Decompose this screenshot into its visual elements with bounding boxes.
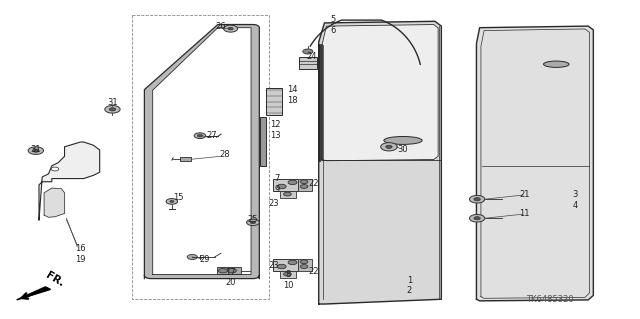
Bar	[280, 271, 296, 278]
Text: 28: 28	[219, 150, 230, 159]
Bar	[299, 57, 317, 69]
Bar	[266, 88, 282, 115]
Circle shape	[469, 196, 484, 203]
Circle shape	[246, 219, 259, 226]
Text: 17: 17	[225, 268, 236, 277]
Polygon shape	[322, 25, 438, 161]
Bar	[298, 179, 312, 191]
Polygon shape	[44, 188, 65, 217]
Text: 11: 11	[519, 209, 530, 218]
Text: 22: 22	[308, 267, 319, 276]
Circle shape	[474, 197, 480, 201]
Circle shape	[228, 27, 233, 30]
Polygon shape	[319, 21, 442, 304]
Circle shape	[250, 221, 255, 224]
Circle shape	[223, 25, 237, 32]
Text: 13: 13	[270, 131, 280, 140]
Circle shape	[170, 200, 173, 202]
Text: 9: 9	[275, 185, 280, 194]
Text: 27: 27	[206, 131, 217, 140]
Text: 23: 23	[269, 199, 279, 208]
Text: 24: 24	[307, 52, 317, 61]
Circle shape	[381, 143, 397, 151]
Circle shape	[300, 260, 308, 264]
Text: 23: 23	[269, 261, 279, 271]
Text: 25: 25	[248, 215, 258, 224]
Text: 7: 7	[275, 174, 280, 183]
Text: 31: 31	[31, 145, 41, 154]
Circle shape	[284, 192, 291, 196]
Text: 29: 29	[200, 255, 211, 264]
Bar	[298, 259, 312, 271]
Circle shape	[474, 217, 480, 220]
Circle shape	[277, 264, 286, 269]
Circle shape	[386, 145, 392, 148]
Bar	[179, 157, 191, 161]
Text: 4: 4	[573, 201, 578, 210]
Circle shape	[105, 106, 120, 113]
Circle shape	[284, 272, 291, 276]
Text: 26: 26	[216, 22, 227, 31]
Text: 3: 3	[573, 190, 578, 199]
Circle shape	[288, 260, 297, 265]
Circle shape	[51, 167, 59, 171]
Text: FR.: FR.	[44, 271, 66, 289]
Polygon shape	[17, 287, 51, 300]
Text: 30: 30	[397, 145, 408, 154]
Circle shape	[300, 180, 308, 184]
Polygon shape	[39, 142, 100, 220]
Ellipse shape	[384, 137, 422, 145]
Text: 31: 31	[107, 98, 118, 107]
Circle shape	[300, 185, 308, 189]
Text: 15: 15	[173, 193, 184, 202]
Bar	[260, 117, 266, 166]
Circle shape	[300, 265, 308, 269]
Circle shape	[227, 269, 236, 273]
Circle shape	[218, 269, 227, 273]
Text: 6: 6	[330, 26, 335, 35]
Ellipse shape	[543, 61, 569, 67]
Circle shape	[303, 49, 313, 54]
Text: 19: 19	[76, 255, 86, 264]
Circle shape	[187, 255, 197, 260]
Text: 14: 14	[287, 85, 298, 94]
Bar	[216, 268, 241, 274]
Polygon shape	[145, 25, 259, 278]
Text: 10: 10	[283, 281, 293, 290]
Text: 1: 1	[407, 276, 412, 285]
Text: TK6485320: TK6485320	[526, 295, 573, 304]
Circle shape	[194, 133, 205, 138]
Circle shape	[469, 214, 484, 222]
Text: 20: 20	[225, 278, 236, 287]
Text: 2: 2	[407, 286, 412, 295]
Text: 18: 18	[287, 96, 298, 105]
Circle shape	[109, 108, 116, 111]
Polygon shape	[476, 26, 593, 301]
Circle shape	[166, 198, 177, 204]
Circle shape	[197, 134, 202, 137]
Text: 8: 8	[285, 270, 291, 279]
Bar	[273, 179, 298, 191]
Circle shape	[33, 149, 39, 152]
Text: 22: 22	[308, 179, 319, 188]
Text: 21: 21	[519, 190, 530, 199]
Text: 12: 12	[270, 120, 280, 129]
Text: 5: 5	[330, 15, 335, 24]
Circle shape	[288, 180, 297, 185]
Bar	[273, 259, 298, 271]
Circle shape	[277, 184, 286, 189]
Bar	[280, 191, 296, 197]
Text: 16: 16	[76, 244, 86, 253]
Circle shape	[28, 147, 44, 154]
